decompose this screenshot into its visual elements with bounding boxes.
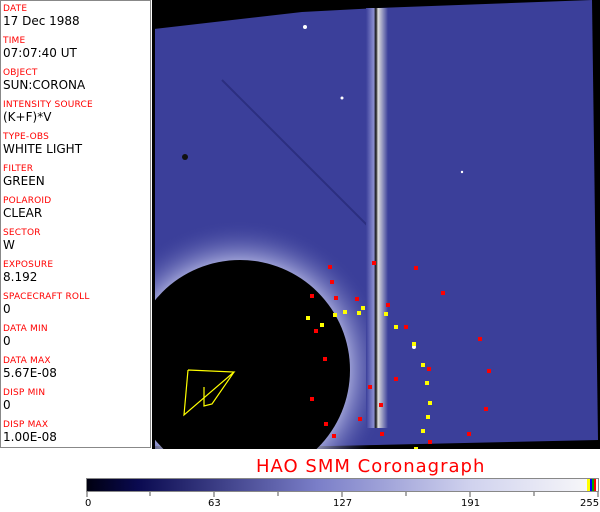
red-marker [487,369,491,373]
colorbar-ticks [86,492,599,497]
yellow-marker [394,325,398,329]
field-disp-min: DISP MIN 0 [3,388,45,412]
red-marker [310,397,314,401]
red-marker [386,303,390,307]
coronagraph-svg [90,0,598,512]
field-value: 0 [3,398,11,412]
field-value: 0 [3,302,11,316]
field-value: WHITE LIGHT [3,142,83,156]
red-marker [467,432,471,436]
field-label: DATA MIN [3,324,48,334]
red-marker [394,377,398,381]
red-marker [328,265,332,269]
red-marker [358,417,362,421]
yellow-marker [414,447,418,451]
field-sector: SECTOR W [3,228,41,252]
red-marker [368,385,372,389]
field-object: OBJECT SUN:CORONA [3,68,85,92]
field-value: SUN:CORONA [3,78,86,92]
field-spacecraft-roll: SPACECRAFT ROLL 0 [3,292,90,316]
field-type-obs: TYPE-OBS WHITE LIGHT [3,132,82,156]
field-label: DATA MAX [3,356,51,366]
occulter-pylon [366,8,388,428]
yellow-marker [357,311,361,315]
field-intensity-source: INTENSITY SOURCE (K+F)*V [3,100,93,124]
field-value: 17 Dec 1988 [3,14,80,28]
field-label: TYPE-OBS [3,132,50,142]
field-label: TIME [3,36,26,46]
field-value: 8.192 [3,270,38,284]
yellow-marker [384,312,388,316]
field-value: (K+F)*V [3,110,52,124]
field-label: DISP MIN [3,388,46,398]
red-marker [427,367,431,371]
yellow-marker [428,401,432,405]
field-disp-max: DISP MAX 1.00E-08 [3,420,57,444]
yellow-marker [421,429,425,433]
colorbar-tick-label: 63 [208,498,221,509]
red-marker [379,403,383,407]
field-value: 0 [3,334,11,348]
yellow-marker [426,415,430,419]
yellow-marker [306,316,310,320]
field-data-min: DATA MIN 0 [3,324,48,348]
field-time: TIME 07:07:40 UT [3,36,77,60]
field-date: DATE 17 Dec 1988 [3,4,80,28]
field-value: CLEAR [3,206,43,220]
red-marker [414,266,418,270]
red-marker [332,434,336,438]
red-marker [428,440,432,444]
field-label: DATE [3,4,28,14]
red-marker [355,297,359,301]
yellow-marker [343,310,347,314]
field-label: SPACECRAFT ROLL [3,292,90,302]
grid-markers [306,261,491,451]
red-marker [404,325,408,329]
field-value: 5.67E-08 [3,366,57,380]
coronagraph-image [90,0,600,512]
red-marker [478,337,482,341]
field-value: W [3,238,15,252]
red-marker [334,296,338,300]
red-marker [310,294,314,298]
field-value: 1.00E-08 [3,430,57,444]
yellow-marker [361,306,365,310]
colorbar [86,478,599,492]
field-label: INTENSITY SOURCE [3,100,93,110]
field-filter: FILTER GREEN [3,164,45,188]
header-info-panel: DATE 17 Dec 1988 TIME 07:07:40 UT OBJECT SUN:… [0,0,151,448]
yellow-marker [412,342,416,346]
colorbar-tick-label: 0 [85,498,92,509]
yellow-marker [425,381,429,385]
colorbar-tick-label: 127 [333,498,353,509]
colorbar-tick-label: 191 [461,498,481,509]
field-value: 07:07:40 UT [3,46,77,60]
red-marker [314,329,318,333]
red-marker [380,432,384,436]
red-marker [323,357,327,361]
field-label: EXPOSURE [3,260,54,270]
field-value: GREEN [3,174,45,188]
field-label: DISP MAX [3,420,49,430]
field-label: FILTER [3,164,34,174]
field-label: SECTOR [3,228,41,238]
occulter-disk [130,260,350,480]
yellow-marker [320,323,324,327]
field-exposure: EXPOSURE 8.192 [3,260,53,284]
red-marker [372,261,376,265]
red-marker [441,291,445,295]
red-marker [484,407,488,411]
field-data-max: DATA MAX 5.67E-08 [3,356,57,380]
field-label: POLAROID [3,196,52,206]
field-polaroid: POLAROID CLEAR [3,196,51,220]
instrument-title: HAO SMM Coronagraph [256,456,486,477]
yellow-marker [421,363,425,367]
field-label: OBJECT [3,68,38,78]
streak [221,79,383,241]
yellow-marker [333,313,337,317]
red-marker [330,280,334,284]
orientation-marker [183,369,236,417]
colorbar-tick-label: 255 [580,498,600,509]
red-marker [324,422,328,426]
